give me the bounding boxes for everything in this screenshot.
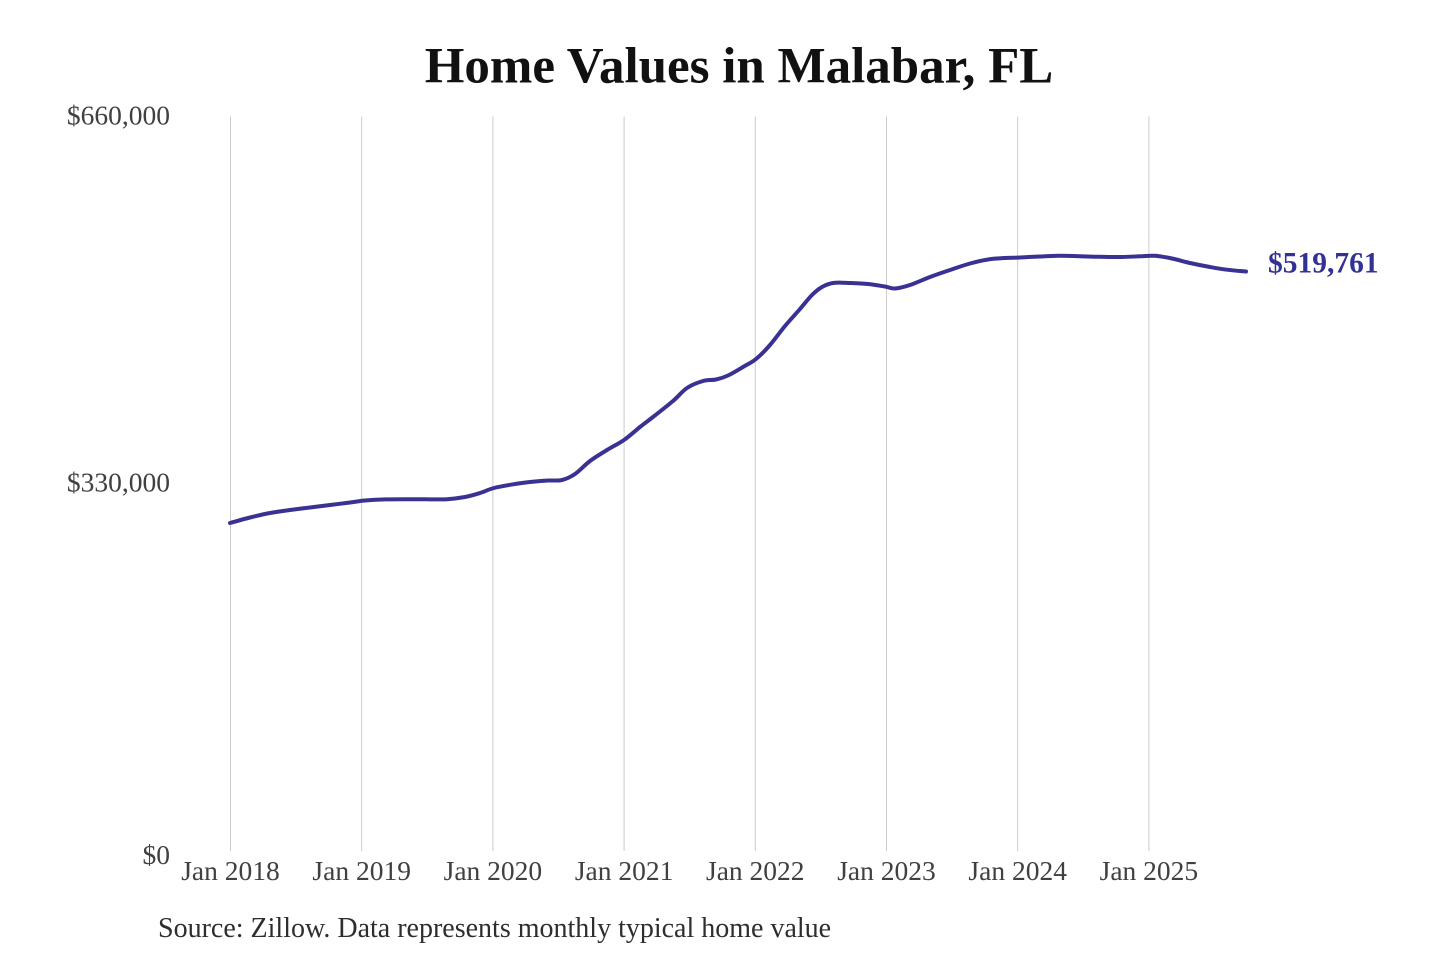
svg-text:Jan 2025: Jan 2025	[1100, 855, 1199, 886]
svg-text:$0: $0	[143, 839, 171, 870]
svg-text:Jan 2019: Jan 2019	[312, 855, 411, 886]
svg-text:Jan 2023: Jan 2023	[837, 855, 936, 886]
svg-text:Home Values in Malabar, FL: Home Values in Malabar, FL	[425, 39, 1054, 95]
svg-text:Jan 2021: Jan 2021	[575, 855, 674, 886]
svg-text:Jan 2022: Jan 2022	[706, 855, 805, 886]
svg-text:Jan 2018: Jan 2018	[181, 855, 280, 886]
svg-text:$660,000: $660,000	[67, 100, 170, 131]
svg-text:Source: Zillow. Data represent: Source: Zillow. Data represents monthly …	[158, 913, 831, 944]
svg-text:$330,000: $330,000	[67, 467, 170, 498]
svg-text:Jan 2024: Jan 2024	[968, 855, 1067, 886]
svg-text:$519,761: $519,761	[1268, 248, 1379, 280]
svg-text:Jan 2020: Jan 2020	[444, 855, 543, 886]
